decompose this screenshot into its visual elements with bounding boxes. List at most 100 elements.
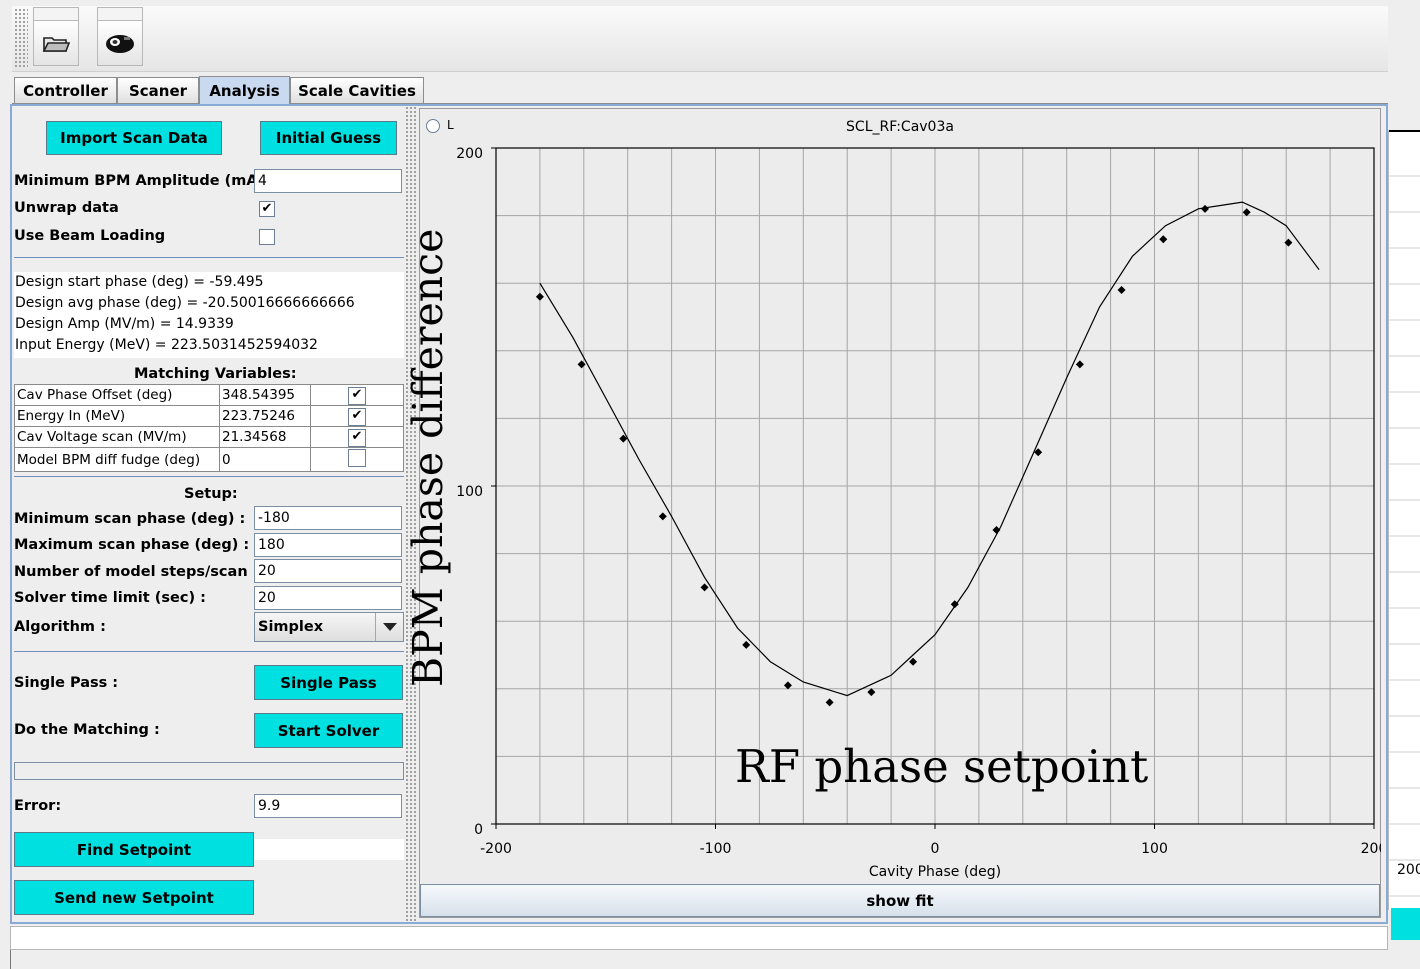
setpoint-field (254, 839, 404, 860)
var-check-cell[interactable] (310, 447, 404, 472)
min-scan-label: Minimum scan phase (deg) : (14, 511, 246, 527)
unwrap-label: Unwrap data (14, 200, 119, 216)
algorithm-value: Simplex (258, 619, 324, 635)
data-point (700, 583, 709, 592)
folder-open-icon (42, 37, 70, 52)
matching-variables-table: Cav Phase Offset (deg) 348.54395 ✔ Energ… (14, 384, 404, 472)
data-point (742, 640, 751, 649)
do-matching-label: Do the Matching : (14, 722, 160, 738)
time-limit-label: Solver time limit (sec) : (14, 590, 206, 606)
table-row: Model BPM diff fudge (deg) 0 (14, 447, 404, 472)
data-point (535, 292, 544, 301)
tab-scale-cavities[interactable]: Scale Cavities (290, 77, 424, 103)
var-checkbox[interactable]: ✔ (348, 386, 366, 405)
right-edge-panel: 200 (1388, 130, 1420, 940)
import-scan-data-button[interactable]: Import Scan Data (46, 121, 222, 155)
data-point (1242, 208, 1251, 217)
var-checkbox[interactable]: ✔ (348, 428, 366, 447)
steps-label: Number of model steps/scan : (14, 564, 259, 580)
var-value[interactable]: 223.75246 (219, 405, 311, 427)
status-bar (10, 926, 1388, 950)
var-name: Energy In (MeV) (14, 405, 220, 427)
min-bpm-label: Minimum BPM Amplitude (mA) : (14, 173, 276, 189)
algorithm-label: Algorithm : (14, 619, 106, 635)
splitter-handle[interactable] (405, 106, 417, 922)
divider (14, 476, 404, 477)
chevron-down-icon[interactable] (375, 613, 403, 641)
min-scan-input[interactable]: -180 (254, 506, 402, 530)
tab-strip-line (12, 103, 1388, 104)
var-name: Model BPM diff fudge (deg) (14, 447, 220, 472)
single-pass-button[interactable]: Single Pass (254, 665, 403, 700)
beam-loading-label: Use Beam Loading (14, 228, 166, 244)
data-point (1117, 285, 1126, 294)
show-fit-button[interactable]: show fit (420, 884, 1380, 917)
tab-scaner[interactable]: Scaner (117, 77, 199, 103)
find-setpoint-button[interactable]: Find Setpoint (14, 832, 254, 867)
data-point (619, 434, 628, 443)
fit-line (539, 201, 1320, 697)
var-value[interactable]: 0 (219, 447, 311, 472)
table-row: Cav Voltage scan (MV/m) 21.34568 ✔ (14, 426, 404, 448)
steps-input[interactable]: 20 (254, 559, 402, 583)
right-edge-button[interactable] (1391, 908, 1420, 940)
setup-title: Setup: (184, 486, 238, 502)
var-name: Cav Voltage scan (MV/m) (14, 426, 220, 448)
x-tick-label: -100 (700, 841, 732, 857)
data-point (1034, 448, 1043, 457)
max-scan-input[interactable]: 180 (254, 533, 402, 557)
chart-title: SCL_RF:Cav03a (846, 119, 954, 135)
legend-radio[interactable] (426, 119, 440, 133)
error-label: Error: (14, 798, 62, 814)
start-solver-button[interactable]: Start Solver (254, 713, 403, 748)
var-check-cell[interactable]: ✔ (310, 426, 404, 448)
algorithm-select[interactable]: Simplex (254, 612, 404, 642)
var-checkbox[interactable] (348, 449, 366, 467)
info-line: Input Energy (MeV) = 223.5031452594032 (15, 337, 318, 353)
initial-guess-button[interactable]: Initial Guess (260, 121, 397, 155)
data-point (992, 525, 1001, 534)
camera-button[interactable] (97, 20, 143, 66)
var-check-cell[interactable]: ✔ (310, 405, 404, 427)
tab-controller[interactable]: Controller (14, 77, 117, 103)
right-edge-label: 200 (1397, 862, 1420, 878)
window-edge (10, 950, 11, 969)
single-pass-label: Single Pass : (14, 675, 119, 691)
toolbar-grip[interactable] (14, 8, 28, 68)
divider (14, 651, 404, 652)
time-limit-input[interactable]: 20 (254, 586, 402, 610)
y-overlay-label: BPM phase difference (404, 228, 452, 687)
var-value[interactable]: 348.54395 (219, 384, 311, 406)
beam-loading-checkbox[interactable] (259, 229, 275, 245)
data-point (825, 698, 834, 707)
data-point (1200, 204, 1209, 213)
info-line: Design avg phase (deg) = -20.50016666666… (15, 295, 355, 311)
x-tick-label: 100 (1141, 841, 1168, 857)
data-point (1284, 238, 1293, 247)
var-check-cell[interactable]: ✔ (310, 384, 404, 406)
data-point (867, 688, 876, 697)
toolbar (12, 6, 1388, 72)
x-tick-label: 200 (1361, 841, 1381, 857)
toolbar-tab-stub (33, 7, 79, 21)
var-checkbox[interactable]: ✔ (348, 407, 366, 426)
toolbar-tab-stub (97, 7, 143, 21)
error-field[interactable]: 9.9 (254, 794, 402, 818)
var-value[interactable]: 21.34568 (219, 426, 311, 448)
y-tick-label: 0 (474, 822, 483, 838)
solver-progress-bar (14, 762, 404, 780)
x-tick-label: 0 (931, 841, 940, 857)
data-point (950, 600, 959, 609)
camera-icon (106, 35, 134, 53)
legend-radio-label: L (447, 118, 454, 132)
data-point (1075, 360, 1084, 369)
x-overlay-label: RF phase setpoint (735, 740, 1149, 793)
data-point (658, 512, 667, 521)
info-line: Design start phase (deg) = -59.495 (15, 274, 264, 290)
scan-chart[interactable]: SCL_RF:Cav03a -200 -100 0 100 200 200 100 0 Cav… (419, 108, 1381, 883)
send-setpoint-button[interactable]: Send new Setpoint (14, 880, 254, 915)
min-bpm-input[interactable]: 4 (254, 169, 402, 193)
unwrap-checkbox[interactable]: ✔ (259, 201, 275, 217)
tab-analysis[interactable]: Analysis (199, 76, 290, 104)
open-file-button[interactable] (33, 20, 79, 66)
